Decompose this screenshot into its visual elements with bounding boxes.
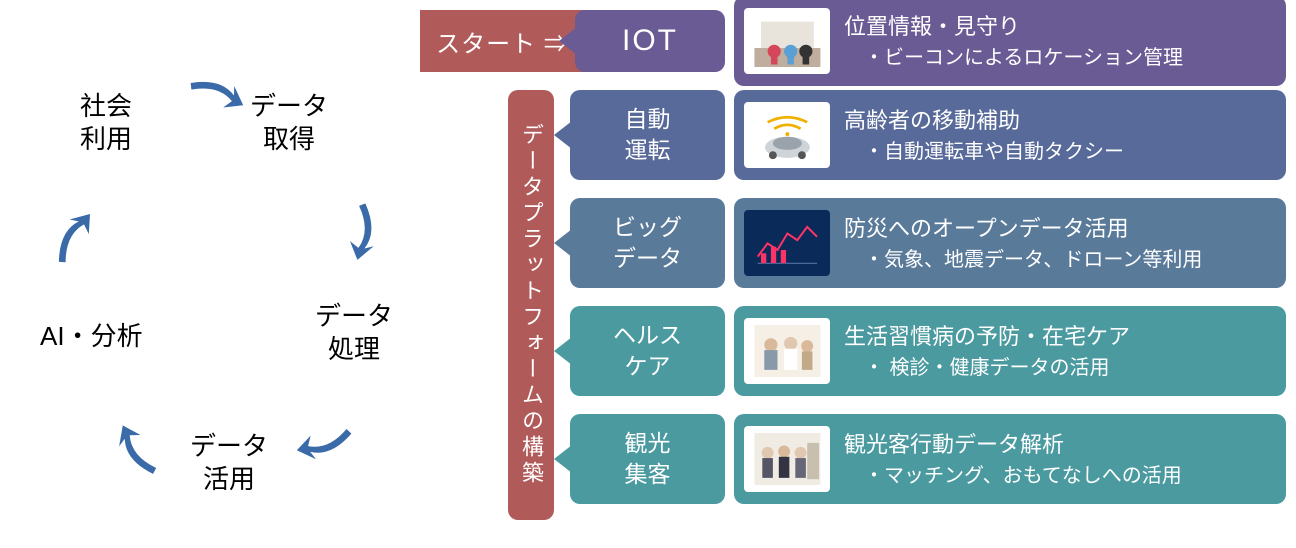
cat-autodrive: 自動 運転: [570, 90, 725, 180]
thumb-car-icon: [744, 102, 830, 168]
cat-bigdata: ビッグ データ: [570, 198, 725, 288]
iot-pill: IOT: [575, 10, 725, 72]
thumb-kids-icon: [744, 8, 830, 74]
thumb-chart-icon: [744, 210, 830, 276]
bar-iot: 位置情報・見守り ・ビーコンによるロケーション管理: [734, 0, 1286, 86]
cycle-node-society: 社会 利用: [80, 90, 132, 155]
bar-tourism-sub: ・マッチング、おもてなしへの活用: [844, 461, 1182, 491]
cycle-arrow-icon: [287, 402, 364, 479]
bar-autodrive: 高齢者の移動補助 ・自動運転車や自動タクシー: [734, 90, 1286, 180]
platform-vertical-label: データプラットフォームの構築: [508, 90, 554, 520]
cycle-node-analyze: AI・分析: [40, 320, 143, 353]
cat-healthcare: ヘルス ケア: [570, 306, 725, 396]
bar-iot-sub: ・ビーコンによるロケーション管理: [844, 43, 1183, 73]
cycle-arrow-icon: [327, 197, 392, 262]
bar-bigdata-sub: ・気象、地震データ、ドローン等利用: [844, 245, 1202, 275]
cat-tourism: 観光 集客: [570, 414, 725, 504]
bar-tourism-title: 観光客行動データ解析: [844, 428, 1182, 461]
cycle-node-utilize: データ 活用: [190, 430, 268, 495]
cycle-node-process: データ 処理: [315, 300, 393, 365]
bar-autodrive-sub: ・自動運転車や自動タクシー: [844, 137, 1124, 167]
thumb-tourism-icon: [744, 426, 830, 492]
bar-tourism: 観光客行動データ解析 ・マッチング、おもてなしへの活用: [734, 414, 1286, 504]
bar-bigdata-title: 防災へのオープンデータ活用: [844, 212, 1202, 245]
thumb-health-icon: [744, 318, 830, 384]
bar-iot-title: 位置情報・見守り: [844, 10, 1183, 43]
bar-healthcare-title: 生活習慣病の予防・在宅ケア: [844, 320, 1130, 353]
cycle-arrow-icon: [98, 408, 182, 492]
bar-healthcare: 生活習慣病の予防・在宅ケア ・ 検診・健康データの活用: [734, 306, 1286, 396]
cycle-node-acquire: データ 取得: [250, 90, 328, 155]
bar-healthcare-sub: ・ 検診・健康データの活用: [844, 353, 1130, 383]
cycle-arrow-icon: [34, 199, 116, 281]
data-cycle-diagram: データ 取得 データ 処理 データ 活用 AI・分析 社会 利用: [20, 20, 460, 530]
cycle-arrow-icon: [177, 57, 254, 134]
bar-bigdata: 防災へのオープンデータ活用 ・気象、地震データ、ドローン等利用: [734, 198, 1286, 288]
bar-autodrive-title: 高齢者の移動補助: [844, 104, 1124, 137]
